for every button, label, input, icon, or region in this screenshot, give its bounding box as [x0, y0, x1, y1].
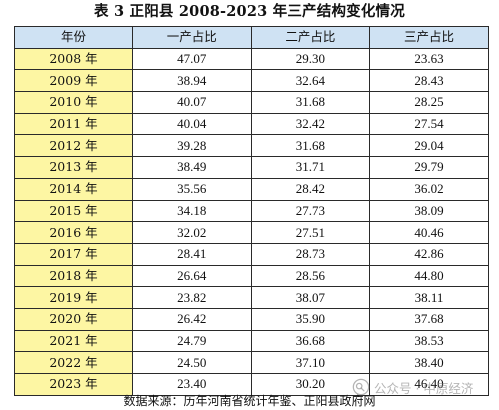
table-row: 2015 年 34.18 27.73 38.09: [14, 199, 489, 223]
industry-structure-table: 年份 一产占比 二产占比 三产占比 2008 年 47.07 29.30 23.63 2…: [14, 26, 489, 396]
cell-primary-share: 38.94: [132, 69, 252, 93]
cell-secondary-share: 31.68: [250, 91, 371, 114]
table-row: 2012 年 39.28 31.68 29.04: [14, 134, 489, 158]
cell-primary-share: 34.18: [132, 199, 252, 223]
cell-tertiary-share: 38.11: [369, 286, 489, 309]
cell-year: 2020 年: [14, 307, 133, 331]
table-header-row: 年份 一产占比 二产占比 三产占比: [14, 26, 489, 49]
cell-year: 2012 年: [14, 134, 133, 158]
header-primary-share: 一产占比: [132, 26, 252, 49]
table-title: 表 3 正阳县 2008-2023 年三产结构变化情况: [94, 3, 405, 20]
cell-tertiary-share: 28.25: [369, 91, 489, 114]
cell-primary-share: 24.79: [132, 329, 252, 353]
cell-year: 2017 年: [14, 242, 133, 266]
cell-secondary-share: 28.42: [250, 177, 371, 201]
cell-secondary-share: 27.51: [250, 221, 371, 244]
data-source-note: 数据来源：历年河南省统计年鉴、正阳县政府网: [123, 394, 376, 408]
table-row: 2011 年 40.04 32.42 27.54: [14, 112, 489, 136]
cell-secondary-share: 32.42: [250, 112, 371, 136]
cell-primary-share: 24.50: [132, 351, 252, 374]
table-row: 2020 年 26.42 35.90 37.68: [14, 307, 489, 331]
cell-tertiary-share: 42.86: [369, 242, 489, 266]
cell-year: 2019 年: [14, 286, 133, 309]
cell-year: 2011 年: [14, 112, 133, 136]
cell-primary-share: 40.04: [132, 112, 252, 136]
cell-year: 2014 年: [14, 177, 133, 201]
cell-year: 2023 年: [14, 373, 133, 396]
table-row: 2019 年 23.82 38.07 38.11: [14, 286, 489, 309]
cell-tertiary-share: 40.46: [369, 221, 489, 244]
cell-secondary-share: 35.90: [250, 307, 371, 331]
cell-secondary-share: 27.73: [250, 199, 371, 223]
header-secondary-share: 二产占比: [250, 26, 371, 49]
cell-tertiary-share: 46.40: [369, 373, 489, 396]
cell-primary-share: 26.64: [132, 264, 252, 288]
cell-secondary-share: 37.10: [250, 351, 371, 374]
header-tertiary-share: 三产占比: [369, 26, 489, 49]
cell-tertiary-share: 38.40: [369, 351, 489, 374]
cell-secondary-share: 38.07: [250, 286, 371, 309]
cell-tertiary-share: 29.79: [369, 156, 489, 179]
cell-secondary-share: 31.68: [250, 134, 371, 158]
cell-primary-share: 28.41: [132, 242, 252, 266]
cell-primary-share: 23.40: [132, 373, 252, 396]
cell-primary-share: 39.28: [132, 134, 252, 158]
cell-secondary-share: 31.71: [250, 156, 371, 179]
table-row: 2017 年 28.41 28.73 42.86: [14, 242, 489, 266]
header-year: 年份: [14, 26, 133, 49]
cell-year: 2018 年: [14, 264, 133, 288]
cell-tertiary-share: 29.04: [369, 134, 489, 158]
table-row: 2010 年 40.07 31.68 28.25: [14, 91, 489, 114]
cell-secondary-share: 32.64: [250, 69, 371, 93]
cell-secondary-share: 30.20: [250, 373, 371, 396]
table-row: 2018 年 26.64 28.56 44.80: [14, 264, 489, 288]
cell-secondary-share: 28.56: [250, 264, 371, 288]
cell-tertiary-share: 27.54: [369, 112, 489, 136]
cell-year: 2016 年: [14, 221, 133, 244]
table-row: 2021 年 24.79 36.68 38.53: [14, 329, 489, 353]
cell-year: 2008 年: [14, 47, 133, 71]
cell-tertiary-share: 28.43: [369, 69, 489, 93]
cell-primary-share: 23.82: [132, 286, 252, 309]
table-row: 2008 年 47.07 29.30 23.63: [14, 47, 489, 71]
cell-primary-share: 47.07: [132, 47, 252, 71]
table-row: 2016 年 32.02 27.51 40.46: [14, 221, 489, 244]
cell-secondary-share: 36.68: [250, 329, 371, 353]
cell-primary-share: 26.42: [132, 307, 252, 331]
cell-primary-share: 40.07: [132, 91, 252, 114]
cell-tertiary-share: 36.02: [369, 177, 489, 201]
cell-primary-share: 32.02: [132, 221, 252, 244]
cell-tertiary-share: 38.53: [369, 329, 489, 353]
cell-tertiary-share: 23.63: [369, 47, 489, 71]
cell-year: 2010 年: [14, 91, 133, 114]
cell-year: 2021 年: [14, 329, 133, 353]
cell-tertiary-share: 37.68: [369, 307, 489, 331]
cell-primary-share: 35.56: [132, 177, 252, 201]
cell-secondary-share: 28.73: [250, 242, 371, 266]
table-row: 2009 年 38.94 32.64 28.43: [14, 69, 489, 93]
cell-year: 2009 年: [14, 69, 133, 93]
table-row: 2014 年 35.56 28.42 36.02: [14, 177, 489, 201]
cell-year: 2013 年: [14, 156, 133, 179]
cell-year: 2015 年: [14, 199, 133, 223]
table-row: 2023 年 23.40 30.20 46.40: [14, 373, 489, 396]
table-row: 2013 年 38.49 31.71 29.79: [14, 156, 489, 179]
cell-year: 2022 年: [14, 351, 133, 374]
cell-secondary-share: 29.30: [250, 47, 371, 71]
cell-tertiary-share: 38.09: [369, 199, 489, 223]
cell-primary-share: 38.49: [132, 156, 252, 179]
cell-tertiary-share: 44.80: [369, 264, 489, 288]
table-row: 2022 年 24.50 37.10 38.40: [14, 351, 489, 374]
